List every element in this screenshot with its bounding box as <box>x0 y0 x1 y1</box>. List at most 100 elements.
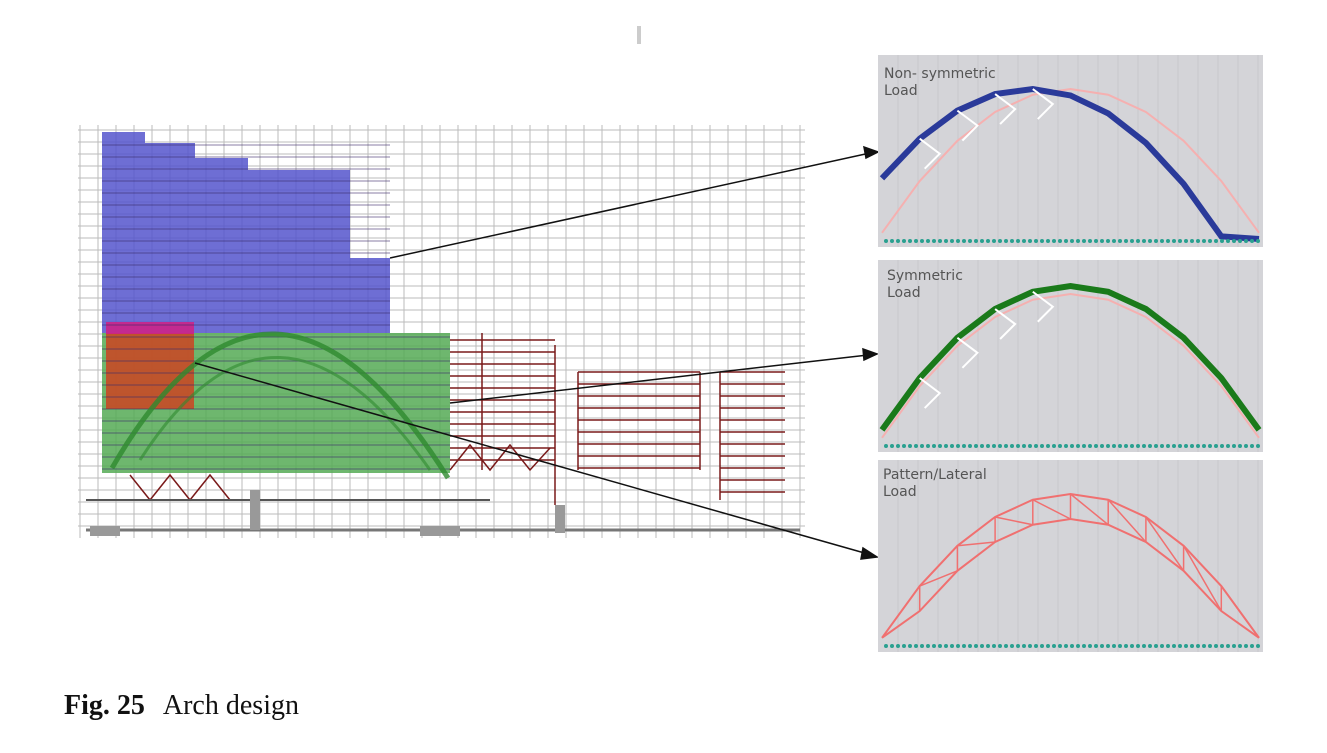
support-dot <box>1082 444 1086 448</box>
support-dot <box>1256 444 1260 448</box>
support-dot <box>1208 239 1212 243</box>
support-dot <box>974 644 978 648</box>
support-dot <box>1094 444 1098 448</box>
support-dot <box>1016 644 1020 648</box>
figure-caption: Fig. 25 Arch design <box>64 690 299 722</box>
support-dot <box>1178 444 1182 448</box>
support-dot <box>974 444 978 448</box>
support-dot <box>1028 644 1032 648</box>
support-dot <box>1088 444 1092 448</box>
support-dot <box>908 239 912 243</box>
support-dot <box>884 644 888 648</box>
support-dot <box>1256 239 1260 243</box>
truss-diagonal <box>1070 493 1109 526</box>
support-dot <box>1046 644 1050 648</box>
support-dot <box>1202 644 1206 648</box>
support-dot <box>1190 444 1194 448</box>
support-dot <box>1202 239 1206 243</box>
support-dot <box>944 239 948 243</box>
support-dot <box>1148 239 1152 243</box>
support-dot <box>1124 239 1128 243</box>
red-load-zone <box>106 333 194 409</box>
support-dot <box>1016 444 1020 448</box>
support-dot <box>1196 239 1200 243</box>
truss-diagonal <box>957 541 996 547</box>
support-dot <box>902 239 906 243</box>
support-dot <box>1112 444 1116 448</box>
building-elevation <box>78 125 880 560</box>
deformed-arch <box>879 85 1260 242</box>
support-dot <box>1070 644 1074 648</box>
support-dot <box>1004 644 1008 648</box>
support-dot <box>1052 444 1056 448</box>
support-dot <box>962 644 966 648</box>
support-dot <box>902 444 906 448</box>
support-dot <box>1136 444 1140 448</box>
steel-structure <box>129 333 785 505</box>
support-dot <box>1148 644 1152 648</box>
support-dot <box>1148 444 1152 448</box>
support-dot <box>1172 444 1176 448</box>
support-dot <box>1190 239 1194 243</box>
support-dot <box>950 444 954 448</box>
undeformed-arch <box>881 87 1260 234</box>
support-dot <box>1034 444 1038 448</box>
truss-diagonal <box>919 377 942 409</box>
support-dot <box>1100 644 1104 648</box>
support-dot <box>914 644 918 648</box>
support-dot <box>1154 239 1158 243</box>
support-dot <box>938 444 942 448</box>
support-dot <box>908 444 912 448</box>
support-dot <box>1076 239 1080 243</box>
support-dot <box>1076 444 1080 448</box>
support-dot <box>1094 239 1098 243</box>
ground-level <box>86 490 800 536</box>
support-dot <box>1172 239 1176 243</box>
support-dot <box>1208 444 1212 448</box>
figure-title: Arch design <box>162 690 299 721</box>
support-dot <box>926 644 930 648</box>
support-dot <box>890 239 894 243</box>
support-dot <box>992 644 996 648</box>
panel-background <box>878 55 1263 247</box>
support-dot <box>920 239 924 243</box>
support-dot <box>884 239 888 243</box>
support-dot <box>1094 644 1098 648</box>
support-dot <box>1082 239 1086 243</box>
support-dot <box>1022 444 1026 448</box>
support-dot <box>1034 239 1038 243</box>
support-dot <box>932 239 936 243</box>
truss-diagonal <box>994 308 1017 340</box>
support-dot <box>920 444 924 448</box>
support-dot <box>1052 644 1056 648</box>
support-dot <box>1142 644 1146 648</box>
panel-1-label-line1: Non- symmetric <box>884 66 996 82</box>
truss-diagonal <box>1032 499 1071 520</box>
support-dot <box>1142 444 1146 448</box>
support-dot <box>1010 444 1014 448</box>
support-dot <box>926 444 930 448</box>
support-dot <box>1016 239 1020 243</box>
truss-diagonal <box>956 336 979 369</box>
panel-2-label-line1: Symmetric <box>887 268 963 284</box>
support-dot <box>1118 644 1122 648</box>
support-dot <box>962 444 966 448</box>
truss-diagonal <box>1032 88 1055 120</box>
support-dot <box>1136 239 1140 243</box>
arch-panel-3 <box>878 460 1263 652</box>
support-dot <box>1154 444 1158 448</box>
support-dot <box>1166 444 1170 448</box>
truss-diagonal <box>1032 290 1055 323</box>
support-dot <box>920 644 924 648</box>
support-dot <box>1214 239 1218 243</box>
support-dot <box>1106 239 1110 243</box>
support-dot <box>998 239 1002 243</box>
green-arch <box>109 331 451 480</box>
support-dot <box>944 644 948 648</box>
support-dot <box>968 239 972 243</box>
support-dot <box>1010 239 1014 243</box>
support-dot <box>1130 644 1134 648</box>
support-dot <box>1124 644 1128 648</box>
support-dot <box>1106 644 1110 648</box>
truss-diagonal <box>1220 585 1260 639</box>
